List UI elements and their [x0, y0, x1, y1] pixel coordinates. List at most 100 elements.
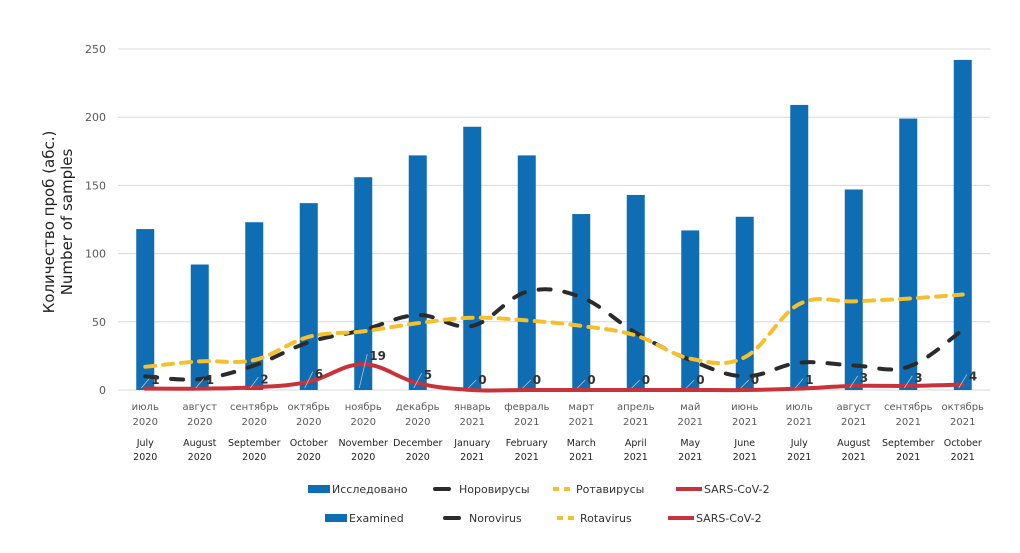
- x-tick-label-ru: июль: [132, 402, 159, 413]
- y-tick-label: 0: [99, 384, 106, 397]
- data-label-leader: [958, 374, 968, 389]
- x-tick-label-ru: сентябрь: [884, 402, 933, 413]
- x-tick-label-en-year: 2021: [569, 452, 593, 463]
- bar-examined: [354, 177, 373, 390]
- y-tick-label: 50: [92, 316, 106, 329]
- x-tick-label-en: June: [733, 438, 755, 449]
- x-tick-label-ru-year: 2021: [460, 417, 485, 428]
- data-label-leader: [685, 379, 695, 389]
- x-tick-label-ru-year: 2021: [732, 417, 757, 428]
- bar-examined: [517, 155, 536, 390]
- bar-examined: [245, 222, 264, 390]
- y-tick-label: 200: [85, 111, 106, 124]
- x-tick-label-en-year: 2021: [460, 452, 484, 463]
- x-tick-label-ru-year: 2021: [841, 417, 866, 428]
- x-tick-label-en: August: [183, 438, 217, 449]
- gridlines: [118, 48, 990, 391]
- x-tick-label-en: April: [625, 438, 647, 449]
- x-tick-label-en: October: [944, 438, 982, 449]
- bar-examined: [899, 118, 918, 391]
- data-label-leader: [740, 379, 750, 389]
- data-label-sars: 0: [478, 373, 486, 387]
- legend-item-rotavirus: Rotavirus: [557, 512, 632, 525]
- legend-item-norovirus: Norovirus: [443, 512, 522, 525]
- data-label-sars: 0: [696, 373, 704, 387]
- x-tick-label-en-year: 2020: [351, 452, 375, 463]
- legend-item-norovirus: Норовирусы: [433, 483, 530, 496]
- x-tick-label-ru: июнь: [731, 402, 758, 413]
- data-label-sars: 0: [642, 373, 650, 387]
- x-tick-label-ru: декабрь: [396, 402, 440, 413]
- x-tick-label-ru-year: 2020: [187, 417, 212, 428]
- x-tick-label-en: September: [882, 438, 935, 449]
- x-tick-label-en-year: 2021: [951, 452, 975, 463]
- legend-item-examined: Examined: [325, 512, 404, 525]
- x-tick-label-en: July: [136, 438, 154, 449]
- y-axis-ticks: 0 50 100 150 200 250: [85, 43, 106, 397]
- data-label-sars: 1: [151, 373, 159, 387]
- y-tick-label: 250: [85, 43, 106, 56]
- x-tick-label-ru: июль: [786, 402, 813, 413]
- bar-examined: [681, 230, 700, 390]
- x-tick-label-ru: март: [568, 402, 594, 413]
- data-label-sars: 19: [369, 349, 386, 363]
- data-label-sars: 1: [206, 373, 214, 387]
- data-label-sars: 6: [315, 367, 323, 381]
- bar-examined: [626, 194, 645, 390]
- data-label-leader: [140, 378, 150, 389]
- data-label-sars: 0: [587, 373, 595, 387]
- data-label-sars: 0: [751, 373, 759, 387]
- bar-examined: [463, 126, 482, 391]
- data-label-leader: [522, 379, 532, 389]
- bar-examined: [136, 229, 155, 390]
- legend: Исследовано Норовирусы Ротавирусы SARS-CoV-…: [308, 483, 770, 525]
- bar-examined: [299, 203, 318, 390]
- x-tick-label-en-year: 2020: [188, 452, 212, 463]
- x-tick-label-ru-year: 2021: [569, 417, 594, 428]
- data-label-sars: 1: [805, 373, 813, 387]
- legend-label: Examined: [349, 512, 404, 525]
- x-tick-label-ru: август: [836, 402, 871, 413]
- x-tick-label-ru-year: 2021: [678, 417, 703, 428]
- x-tick-label-ru: октябрь: [288, 402, 331, 413]
- x-tick-label-ru-year: 2021: [787, 417, 812, 428]
- bar-examined: [953, 59, 972, 391]
- y-tick-label: 100: [85, 248, 106, 261]
- data-label-leader: [631, 379, 641, 389]
- data-labels: 1 1 2 6 19 5 0 0 0 0 0 0 1 3 3 4: [140, 349, 977, 389]
- data-label-leader: [358, 353, 368, 389]
- x-tick-label-en: August: [837, 438, 871, 449]
- x-tick-label-ru: апрель: [617, 402, 655, 413]
- bar-examined: [572, 214, 591, 390]
- x-tick-label-ru-year: 2021: [514, 417, 539, 428]
- legend-item-examined: Исследовано: [308, 483, 408, 496]
- bar-examined: [844, 189, 863, 390]
- x-tick-label-ru: сентябрь: [230, 402, 279, 413]
- x-tick-label-en: October: [290, 438, 328, 449]
- legend-label: Исследовано: [332, 483, 408, 496]
- x-tick-label-en: November: [339, 438, 389, 449]
- line-norovirus: [143, 287, 965, 382]
- x-tick-label-en-year: 2021: [624, 452, 648, 463]
- y-axis-label-ru: Количество проб (абс.): [40, 131, 58, 314]
- data-label-leader: [794, 378, 804, 389]
- data-label-sars: 3: [860, 371, 868, 385]
- bars-examined: [136, 59, 972, 391]
- legend-swatch-bar: [325, 514, 347, 522]
- data-label-sars: 4: [969, 370, 977, 384]
- bar-examined: [790, 104, 809, 390]
- data-label-leader: [576, 379, 586, 389]
- x-tick-label-en-year: 2020: [297, 452, 321, 463]
- x-tick-label-ru-year: 2021: [623, 417, 648, 428]
- x-tick-label-en-year: 2021: [678, 452, 702, 463]
- legend-label: Rotavirus: [580, 512, 632, 525]
- bar-examined: [735, 216, 754, 390]
- data-label-leader: [467, 379, 477, 389]
- x-tick-label-ru: август: [182, 402, 217, 413]
- data-label-leader: [249, 377, 259, 389]
- x-tick-label-ru: май: [680, 402, 700, 413]
- x-tick-label-en: July: [790, 438, 808, 449]
- x-tick-label-en: January: [453, 438, 490, 449]
- x-tick-label-en: February: [506, 438, 548, 449]
